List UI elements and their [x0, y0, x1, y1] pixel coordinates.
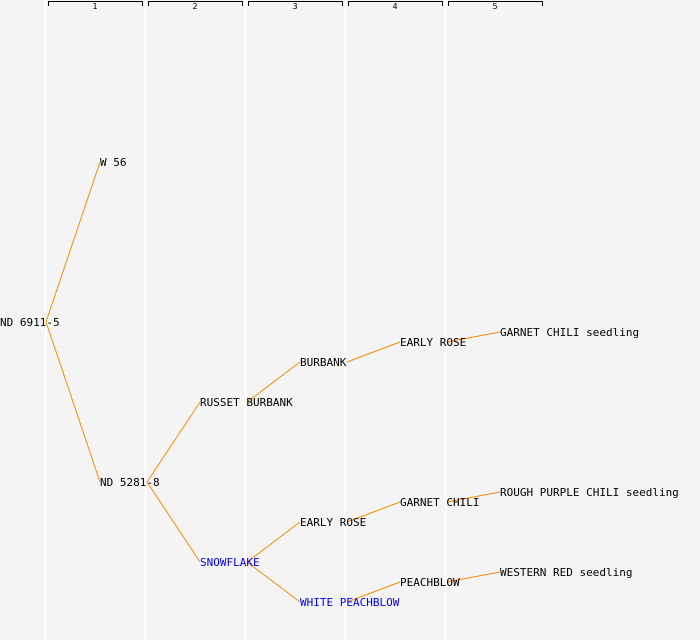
node-label[interactable]: W 56: [100, 156, 127, 169]
generation-bracket: [48, 1, 143, 6]
generation-header: 4: [392, 2, 397, 11]
pedigree-edge: [346, 501, 401, 523]
node-label[interactable]: ND 5281-8: [100, 476, 160, 489]
generation-bracket: [448, 1, 543, 6]
pedigree-edge: [146, 401, 201, 483]
generation-header: 2: [192, 2, 197, 11]
generation-header: 3: [292, 2, 297, 11]
pedigree-edge: [246, 521, 301, 563]
generation-bracket: [248, 1, 343, 6]
pedigree-edge: [246, 361, 301, 403]
node-label[interactable]: WHITE PEACHBLOW: [300, 596, 400, 609]
node-label[interactable]: BURBANK: [300, 356, 347, 369]
generation-header: 1: [92, 2, 97, 11]
node-label[interactable]: EARLY ROSE: [300, 516, 366, 529]
pedigree-edge: [45, 161, 101, 323]
node-label[interactable]: GARNET CHILI: [400, 496, 479, 509]
node-label[interactable]: ND 6911-5: [0, 316, 60, 329]
pedigree-edge: [446, 571, 501, 583]
node-label[interactable]: RUSSET BURBANK: [200, 396, 293, 409]
generation-bracket: [148, 1, 243, 6]
node-label[interactable]: ROUGH PURPLE CHILI seedling: [500, 486, 679, 499]
pedigree-edge: [446, 491, 501, 503]
generation-bracket: [348, 1, 443, 6]
node-label[interactable]: PEACHBLOW: [400, 576, 460, 589]
pedigree-edge: [45, 321, 101, 483]
node-label[interactable]: SNOWFLAKE: [200, 556, 260, 569]
pedigree-edge: [446, 331, 501, 343]
pedigree-edge: [346, 581, 401, 603]
node-label[interactable]: EARLY ROSE: [400, 336, 466, 349]
pedigree-edge: [146, 481, 201, 563]
pedigree-edge: [346, 341, 401, 363]
node-label[interactable]: WESTERN RED seedling: [500, 566, 632, 579]
node-label[interactable]: GARNET CHILI seedling: [500, 326, 639, 339]
pedigree-edge: [246, 561, 301, 603]
generation-header: 5: [492, 2, 497, 11]
